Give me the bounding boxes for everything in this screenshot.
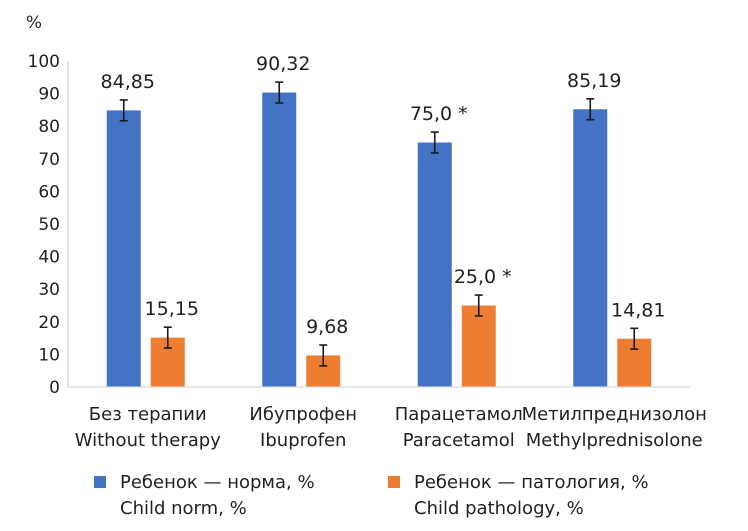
bar-norm — [417, 142, 452, 387]
legend-label-en: Child norm, % — [120, 498, 247, 519]
bar-norm — [573, 109, 608, 387]
x-tick-label-en: Methylprednisolone — [526, 430, 703, 451]
x-tick-label-en: Paracetamol — [403, 430, 515, 451]
y-tick-label: 80 — [38, 117, 60, 137]
y-tick-label: 60 — [38, 182, 60, 202]
bar-norm — [106, 110, 141, 387]
y-axis: 0 10 20 30 40 50 60 70 80 90 100% — [26, 13, 69, 398]
legend-swatch-pathology — [388, 476, 400, 488]
data-label: 85,19 — [567, 70, 621, 92]
data-label: 14,81 — [611, 299, 665, 321]
data-label: 9,68 — [306, 316, 348, 338]
x-tick-label-ru: Без терапии — [89, 404, 207, 425]
x-tick-label-ru: Ибупрофен — [249, 404, 357, 425]
error-bars — [119, 81, 639, 367]
data-label: 84,85 — [101, 71, 155, 93]
legend-label-en: Child pathology, % — [414, 498, 584, 519]
y-axis-title: % — [26, 13, 42, 33]
bar-norm — [262, 92, 297, 388]
legend: Ребенок — норма, % Child norm, % Ребенок —… — [94, 472, 649, 519]
legend-label-ru: Ребенок — норма, % — [120, 472, 315, 493]
bar-pathology — [461, 305, 496, 387]
x-tick-label-ru: Метилпреднизолон — [522, 404, 707, 425]
x-tick-label-en: Without therapy — [75, 430, 221, 451]
data-labels: 84,85 15,15 90,32 9,68 75,0 * 25,0 * 85,19 14,8… — [101, 53, 666, 338]
x-tick-label-en: Ibuprofen — [260, 430, 346, 451]
data-label: 15,15 — [145, 298, 199, 320]
y-tick-label: 100 — [28, 52, 60, 72]
y-tick-label: 40 — [38, 248, 60, 268]
y-tick-label: 10 — [38, 345, 60, 365]
y-tick-label: 0 — [49, 378, 60, 398]
x-axis: Без терапии Without therapy Ибупрофен Ibupr… — [68, 386, 707, 451]
y-tick-label: 50 — [38, 215, 60, 235]
y-tick-label: 30 — [38, 280, 60, 300]
bars — [106, 92, 652, 388]
legend-label-ru: Ребенок — патология, % — [414, 472, 649, 493]
y-tick-label: 90 — [38, 85, 60, 105]
data-label: 25,0 * — [454, 266, 512, 288]
data-label: 75,0 * — [410, 103, 468, 125]
data-label: 90,32 — [256, 53, 310, 75]
y-tick-label: 70 — [38, 150, 60, 170]
x-tick-label-ru: Парацетамол — [395, 404, 523, 425]
legend-swatch-norm — [94, 476, 106, 488]
y-tick-label: 20 — [38, 313, 60, 333]
